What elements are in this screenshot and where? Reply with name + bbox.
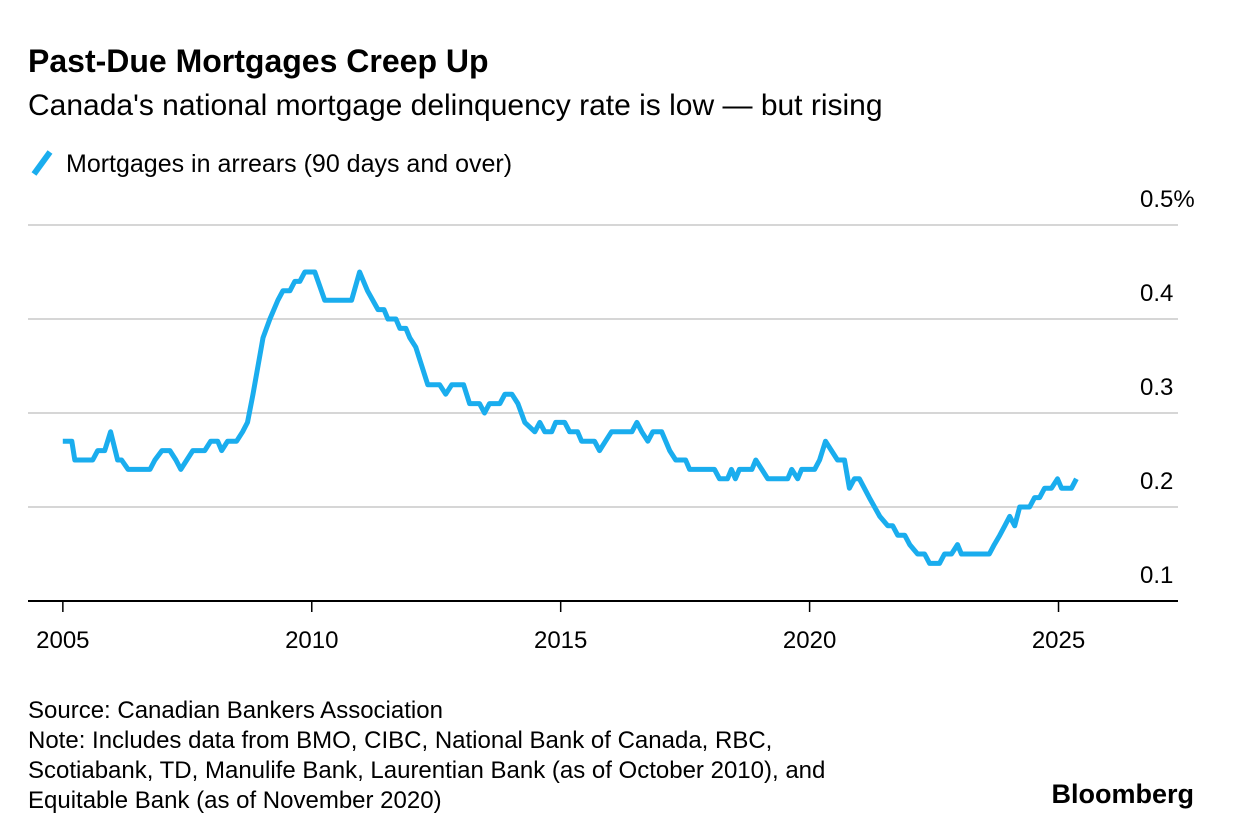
y-tick-label: 0.5% (1140, 186, 1195, 213)
y-tick-label: 0.2 (1140, 468, 1173, 495)
legend-label: Mortgages in arrears (90 days and over) (66, 150, 512, 178)
x-tick-label: 2015 (534, 627, 587, 654)
x-tick-label: 2005 (36, 627, 89, 654)
chart-subtitle: Canada's national mortgage delinquency r… (28, 89, 883, 122)
source: Source: Canadian Bankers Association (28, 697, 443, 724)
note: Note: Includes data from BMO, CIBC, Nati… (28, 727, 772, 754)
x-tick-label: 2025 (1032, 627, 1085, 654)
y-tick-label: 0.1 (1140, 562, 1173, 589)
note: Scotiabank, TD, Manulife Bank, Laurentia… (28, 757, 825, 784)
x-tick-label: 2010 (285, 627, 338, 654)
note: Equitable Bank (as of November 2020) (28, 787, 442, 814)
brand: Bloomberg (1051, 779, 1194, 809)
x-tick-label: 2020 (783, 627, 836, 654)
chart-title: Past-Due Mortgages Creep Up (28, 43, 489, 79)
y-tick-label: 0.3 (1140, 374, 1173, 401)
legend-swatch (31, 150, 53, 176)
y-tick-label: 0.4 (1140, 280, 1173, 307)
line (62, 269, 1079, 566)
